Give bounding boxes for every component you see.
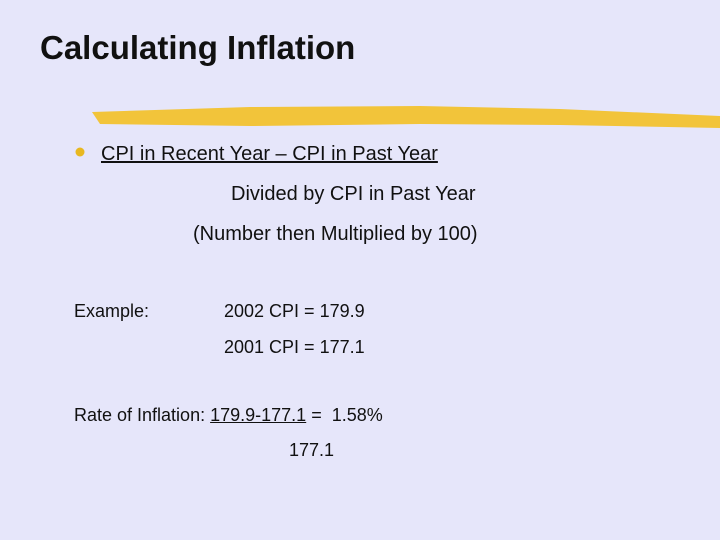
formula-divisor: Divided by CPI in Past Year — [231, 183, 476, 205]
rate-denominator: 177.1 — [289, 440, 335, 460]
example-label: Example: — [74, 301, 150, 321]
bullet — [75, 147, 85, 157]
formula-numerator: CPI in Recent Year – CPI in Past Year — [101, 143, 438, 165]
rate-numerator: 179.9-177.1 — [210, 405, 307, 425]
rate-result: = 1.58% — [311, 405, 383, 425]
example-line: 2001 CPI = 177.1 — [224, 337, 365, 357]
formula-multiplier: (Number then Multiplied by 100) — [193, 223, 478, 245]
brush-stroke — [92, 106, 720, 128]
rate-label: Rate of Inflation: — [74, 405, 206, 425]
example-line: 2002 CPI = 179.9 — [224, 301, 365, 321]
title: Calculating Inflation — [40, 29, 356, 66]
rate-line: Rate of Inflation: 179.9-177.1 = 1.58% — [74, 403, 383, 427]
